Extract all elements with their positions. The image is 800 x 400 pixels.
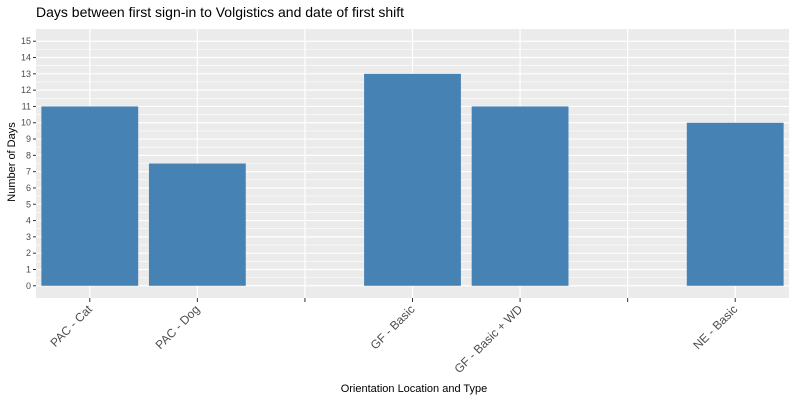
y-tick-label: 13: [21, 69, 31, 79]
chart-title: Days between first sign-in to Volgistics…: [36, 4, 404, 20]
bars: [41, 73, 784, 286]
y-tick-label: 7: [26, 167, 31, 177]
y-tick-label: 11: [22, 101, 31, 111]
y-tick-label: 1: [26, 264, 31, 274]
x-tick-label: GF - Basic: [368, 302, 418, 352]
bar: [148, 163, 246, 286]
y-tick-label: 14: [21, 53, 31, 63]
y-axis-label: Number of Days: [6, 122, 18, 202]
x-tick-label: PAC - Cat: [47, 302, 95, 350]
y-tick-label: 9: [26, 134, 31, 144]
y-tick-label: 10: [21, 118, 31, 128]
y-tick-label: 6: [26, 183, 31, 193]
y-tick-label: 2: [26, 248, 31, 258]
bar: [471, 106, 569, 286]
y-tick-label: 12: [21, 85, 31, 95]
y-tick-label: 0: [26, 281, 31, 291]
x-axis: PAC - Cat PAC - Dog GF - Basic GF - Basic +…: [47, 298, 740, 376]
y-tick-label: 5: [26, 199, 31, 209]
x-tick-label: PAC - Dog: [153, 302, 203, 352]
x-tick-label: NE - Basic: [690, 302, 740, 352]
bar: [41, 106, 139, 286]
x-axis-label: Orientation Location and Type: [341, 383, 488, 395]
y-tick-label: 4: [26, 216, 31, 226]
bar: [686, 122, 784, 286]
y-tick-label: 3: [26, 232, 31, 242]
y-tick-label: 8: [26, 150, 31, 160]
y-tick-label: 15: [21, 36, 31, 46]
bar: [364, 73, 461, 286]
x-tick-label: GF - Basic + WD: [451, 302, 525, 376]
